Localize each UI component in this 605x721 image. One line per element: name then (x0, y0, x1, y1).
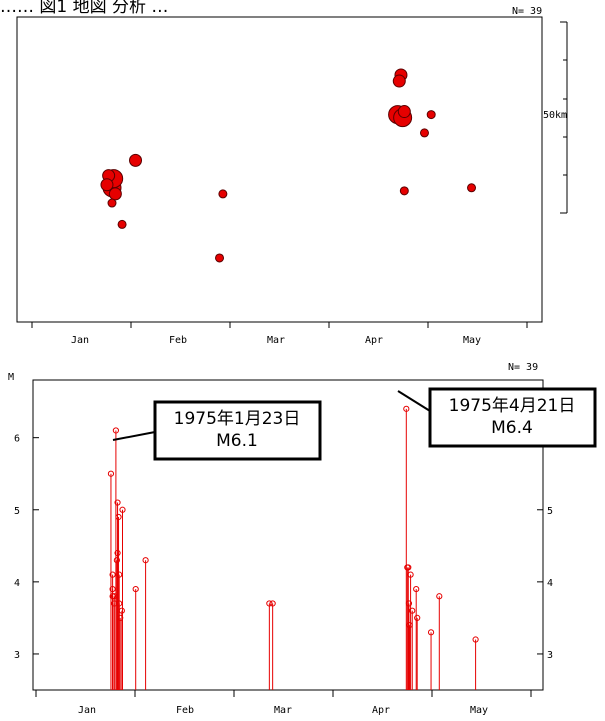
mt-event-marker (109, 571, 116, 578)
mt-y-tick-label: 3 (14, 650, 20, 661)
annotation-apr21-date: 1975年4月21日 (449, 396, 576, 416)
map-epicenter-point (129, 153, 143, 167)
mt-event-marker (116, 571, 123, 578)
map-epicenter-point (117, 219, 127, 229)
mt-event-marker (409, 607, 416, 614)
mt-event-marker (407, 571, 414, 578)
mt-x-tick-label: Apr (372, 705, 390, 716)
map-epicenter-point (426, 110, 436, 120)
mt-y-tick-label: 4 (14, 578, 20, 589)
mt-event-marker (142, 557, 149, 564)
map-points (100, 68, 477, 263)
mt-y-tick-label: 5 (14, 506, 20, 517)
mt-event-marker (427, 629, 435, 636)
annotation-jan23: 1975年1月23日 M6.1 (112, 400, 322, 461)
mt-event-marker (413, 585, 420, 593)
mt-event-marker (132, 585, 139, 593)
mt-event-marker (109, 585, 116, 593)
map-epicenter-point (419, 128, 429, 138)
annotation-apr21-mag: M6.4 (491, 418, 533, 438)
map-epicenter-point (397, 105, 411, 119)
annotation-jan23-leader (112, 431, 156, 441)
mt-y-tick-label-right: 4 (547, 578, 553, 589)
mt-event-marker (112, 427, 120, 434)
map-epicenter-point (467, 183, 477, 193)
annotation-jan23-date: 1975年1月23日 (174, 409, 301, 429)
map-count-label: N= 39 (512, 6, 542, 17)
annotation-jan23-mag: M6.1 (216, 431, 258, 451)
mt-event-marker (414, 614, 421, 622)
mt-y-tick-label-right: 3 (547, 650, 553, 661)
mt-event-marker (115, 513, 122, 521)
mt-event-marker (119, 506, 126, 513)
mt-event-marker (405, 600, 413, 607)
mt-x-tick-label: Jan (78, 705, 96, 716)
mt-event-stems (107, 405, 479, 690)
mt-event-marker (266, 600, 273, 607)
annotation-apr21-leader (397, 390, 431, 412)
map-plot-frame (16, 16, 543, 323)
mt-y-tick-label: 6 (14, 434, 20, 445)
map-x-axis: Jan Feb Mar Apr May (31, 322, 528, 346)
map-x-tick-label: May (463, 335, 481, 346)
map-scale-label: 50km (543, 110, 567, 121)
mt-event-marker (116, 600, 123, 607)
map-epicenter-point (108, 187, 122, 201)
epicenter-map-panel: N= 39 50km Jan Feb Mar Apr May (16, 6, 568, 346)
mt-count-label: N= 39 (508, 362, 538, 373)
mt-x-tick-label: Feb (176, 705, 194, 716)
map-epicenter-point (392, 74, 406, 88)
map-epicenter-point (215, 253, 225, 263)
map-scale-bar: 50km (543, 21, 568, 214)
mt-event-marker (436, 593, 443, 600)
map-epicenter-point (100, 178, 114, 192)
mt-x-axis: Jan Feb Mar Apr May (35, 690, 532, 716)
map-epicenter-point (107, 198, 117, 208)
mt-event-marker (403, 405, 410, 412)
mt-event-marker (118, 607, 125, 614)
mt-x-tick-label: Mar (274, 705, 292, 716)
mt-event-marker (269, 600, 276, 607)
mt-event-marker (472, 636, 479, 643)
map-x-tick-label: Feb (169, 335, 187, 346)
mt-event-marker (114, 499, 121, 506)
map-x-tick-label: Apr (365, 335, 383, 346)
mt-y-axis-label: M (8, 372, 14, 383)
annotation-jan23-box (153, 400, 322, 461)
mt-y-tick-label-right: 5 (547, 506, 553, 517)
map-x-tick-label: Mar (267, 335, 285, 346)
map-epicenter-point (399, 186, 409, 196)
map-x-tick-label: Jan (71, 335, 89, 346)
mt-event-marker (405, 564, 412, 571)
map-epicenter-point (218, 189, 228, 199)
annotation-apr21: 1975年4月21日 M6.4 (397, 387, 597, 448)
mt-x-tick-label: May (470, 705, 488, 716)
header-text: …… 図1 地図 分析 … (0, 0, 168, 17)
mt-event-marker (107, 470, 115, 477)
annotation-apr21-box (428, 387, 597, 448)
mt-event-marker (113, 557, 120, 564)
